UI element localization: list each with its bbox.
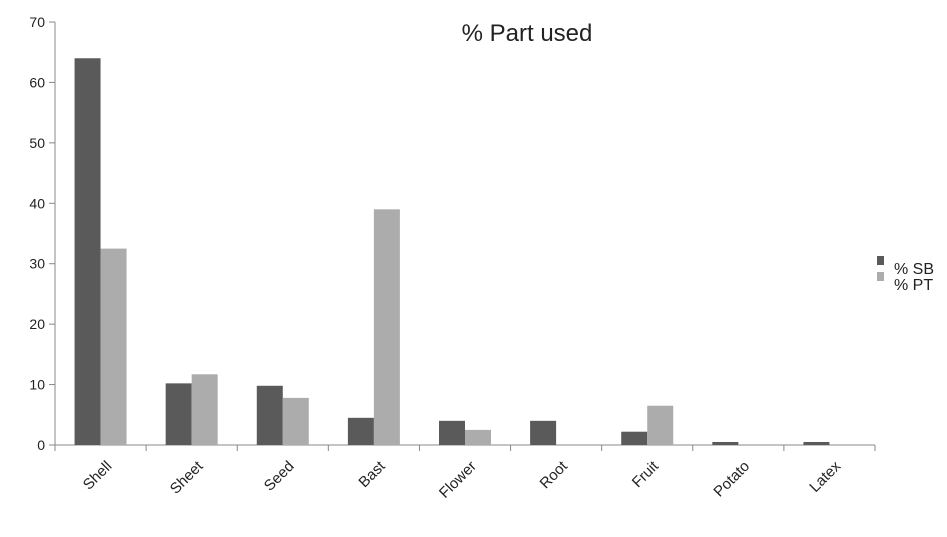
x-tick-label: Latex	[806, 457, 844, 495]
x-tick-label: Potato	[710, 458, 753, 501]
bar-sb-bast	[348, 418, 374, 445]
y-tick-label: 0	[37, 437, 45, 453]
bar-pt-sheet	[192, 374, 218, 445]
bar-sb-shell	[75, 58, 101, 445]
bar-sb-latex	[803, 442, 829, 445]
bar-sb-fruit	[621, 432, 647, 445]
y-tick-label: 50	[29, 135, 45, 151]
y-tick-label: 60	[29, 74, 45, 90]
y-tick-label: 40	[29, 195, 45, 211]
bar-sb-seed	[257, 386, 283, 445]
legend: % SB% PT	[877, 256, 934, 294]
bar-pt-flower	[465, 430, 491, 445]
x-tick-label: Sheet	[167, 457, 207, 497]
bars	[75, 58, 830, 445]
legend-label: % PT	[894, 277, 933, 294]
y-tick-label: 70	[29, 14, 45, 30]
bar-sb-root	[530, 421, 556, 445]
bar-pt-bast	[374, 209, 400, 445]
bar-pt-seed	[283, 398, 309, 445]
y-axis: 0 10 20 30 40 50 60 70	[29, 14, 55, 453]
x-tick-label: Seed	[261, 458, 298, 495]
legend-swatch	[877, 272, 884, 281]
bar-sb-flower	[439, 421, 465, 445]
y-tick-label: 30	[29, 256, 45, 272]
x-axis: Shell Sheet Seed Bast Flower Root Fruit Potato L…	[55, 445, 875, 502]
y-tick-label: 20	[29, 316, 45, 332]
chart-title: % Part used	[462, 20, 593, 47]
x-tick-label: Flower	[436, 458, 480, 502]
x-tick-label: Fruit	[629, 457, 663, 491]
x-tick-label: Root	[537, 457, 572, 492]
bar-pt-fruit	[647, 406, 673, 445]
bar-sb-sheet	[166, 383, 192, 445]
bar-pt-shell	[101, 249, 127, 445]
x-tick-label: Bast	[355, 457, 389, 491]
legend-swatch	[877, 256, 884, 265]
legend-label: % SB	[894, 261, 934, 278]
y-tick-label: 10	[29, 377, 45, 393]
x-tick-label: Shell	[80, 458, 116, 494]
bar-sb-potato	[712, 442, 738, 445]
